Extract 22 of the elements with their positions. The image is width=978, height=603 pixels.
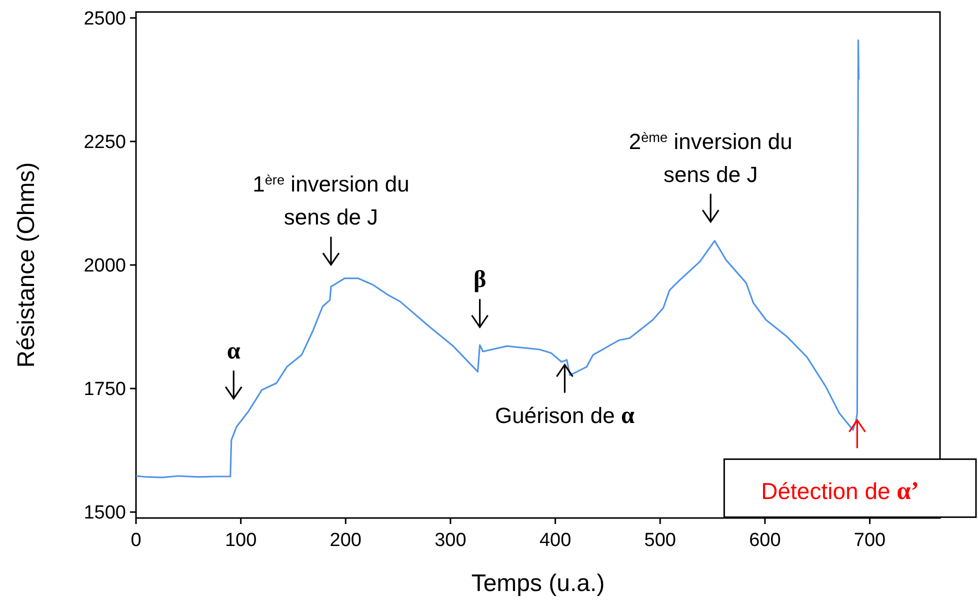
x-tick-label: 600 [749, 530, 781, 551]
x-tick-label: 200 [330, 530, 362, 551]
x-tick-label: 500 [644, 530, 676, 551]
x-tick-label: 0 [130, 530, 142, 551]
x-tick-label: 400 [539, 530, 572, 551]
x-axis-title: Temps (u.a.) [471, 570, 605, 597]
y-tick-label: 1750 [84, 379, 126, 400]
y-tick-label: 2250 [84, 132, 126, 154]
y-tick-label: 1500 [84, 502, 126, 524]
x-tick-label: 700 [854, 530, 886, 551]
line-series [135, 39, 860, 478]
y-tick-label: 2000 [84, 256, 126, 277]
x-tick-label: 100 [224, 530, 257, 551]
y-axis-title: Résistance (Ohms) [13, 162, 40, 368]
annotation: 1$^{ère}$ inversion du sens de J [252, 172, 410, 230]
annotation: 2$^{ème}$ inversion du sens de J [628, 128, 792, 187]
x-tick-label: 300 [434, 530, 466, 551]
annotation: Guérison de α [494, 402, 635, 429]
annotation: α [226, 338, 241, 365]
y-tick-label: 2500 [84, 8, 126, 30]
annotation: β [473, 266, 486, 294]
annotation: Détection de α’ [761, 477, 920, 506]
